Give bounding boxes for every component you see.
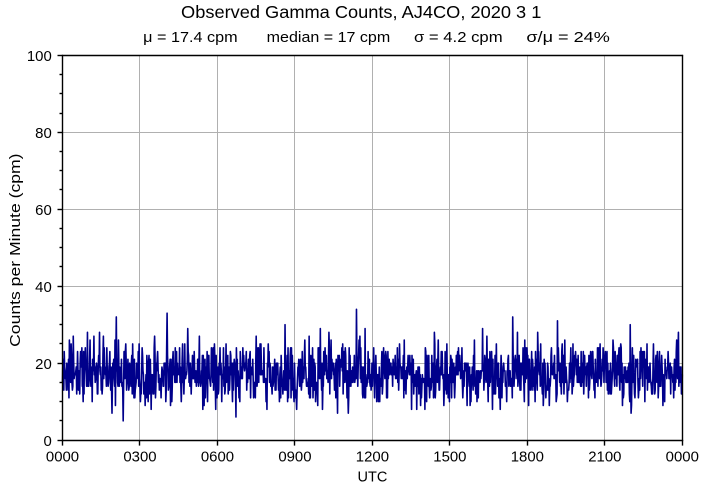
svg-text:0: 0 <box>44 434 52 450</box>
svg-text:60: 60 <box>35 203 52 219</box>
svg-text:80: 80 <box>35 126 52 142</box>
svg-text:median = 17 cpm: median = 17 cpm <box>267 30 391 46</box>
svg-text:1800: 1800 <box>511 449 544 465</box>
svg-text:1500: 1500 <box>433 449 466 465</box>
svg-text:σ/μ = 24%: σ/μ = 24% <box>526 30 610 46</box>
svg-text:0000: 0000 <box>46 449 79 465</box>
svg-text:μ = 17.4 cpm: μ = 17.4 cpm <box>143 30 237 46</box>
svg-text:σ = 4.2 cpm: σ = 4.2 cpm <box>414 30 503 46</box>
svg-text:40: 40 <box>35 280 52 296</box>
svg-text:2100: 2100 <box>588 449 621 465</box>
svg-text:0900: 0900 <box>278 449 311 465</box>
svg-text:100: 100 <box>27 49 52 65</box>
svg-text:UTC: UTC <box>357 469 387 485</box>
svg-text:0300: 0300 <box>123 449 156 465</box>
svg-text:0600: 0600 <box>201 449 234 465</box>
svg-text:Observed Gamma Counts, AJ4CO,: Observed Gamma Counts, AJ4CO, 2020 3 1 <box>181 2 541 22</box>
svg-text:Counts per Minute (cpm): Counts per Minute (cpm) <box>8 154 24 347</box>
svg-text:20: 20 <box>35 357 52 373</box>
svg-text:1200: 1200 <box>356 449 389 465</box>
svg-text:0000: 0000 <box>666 449 699 465</box>
